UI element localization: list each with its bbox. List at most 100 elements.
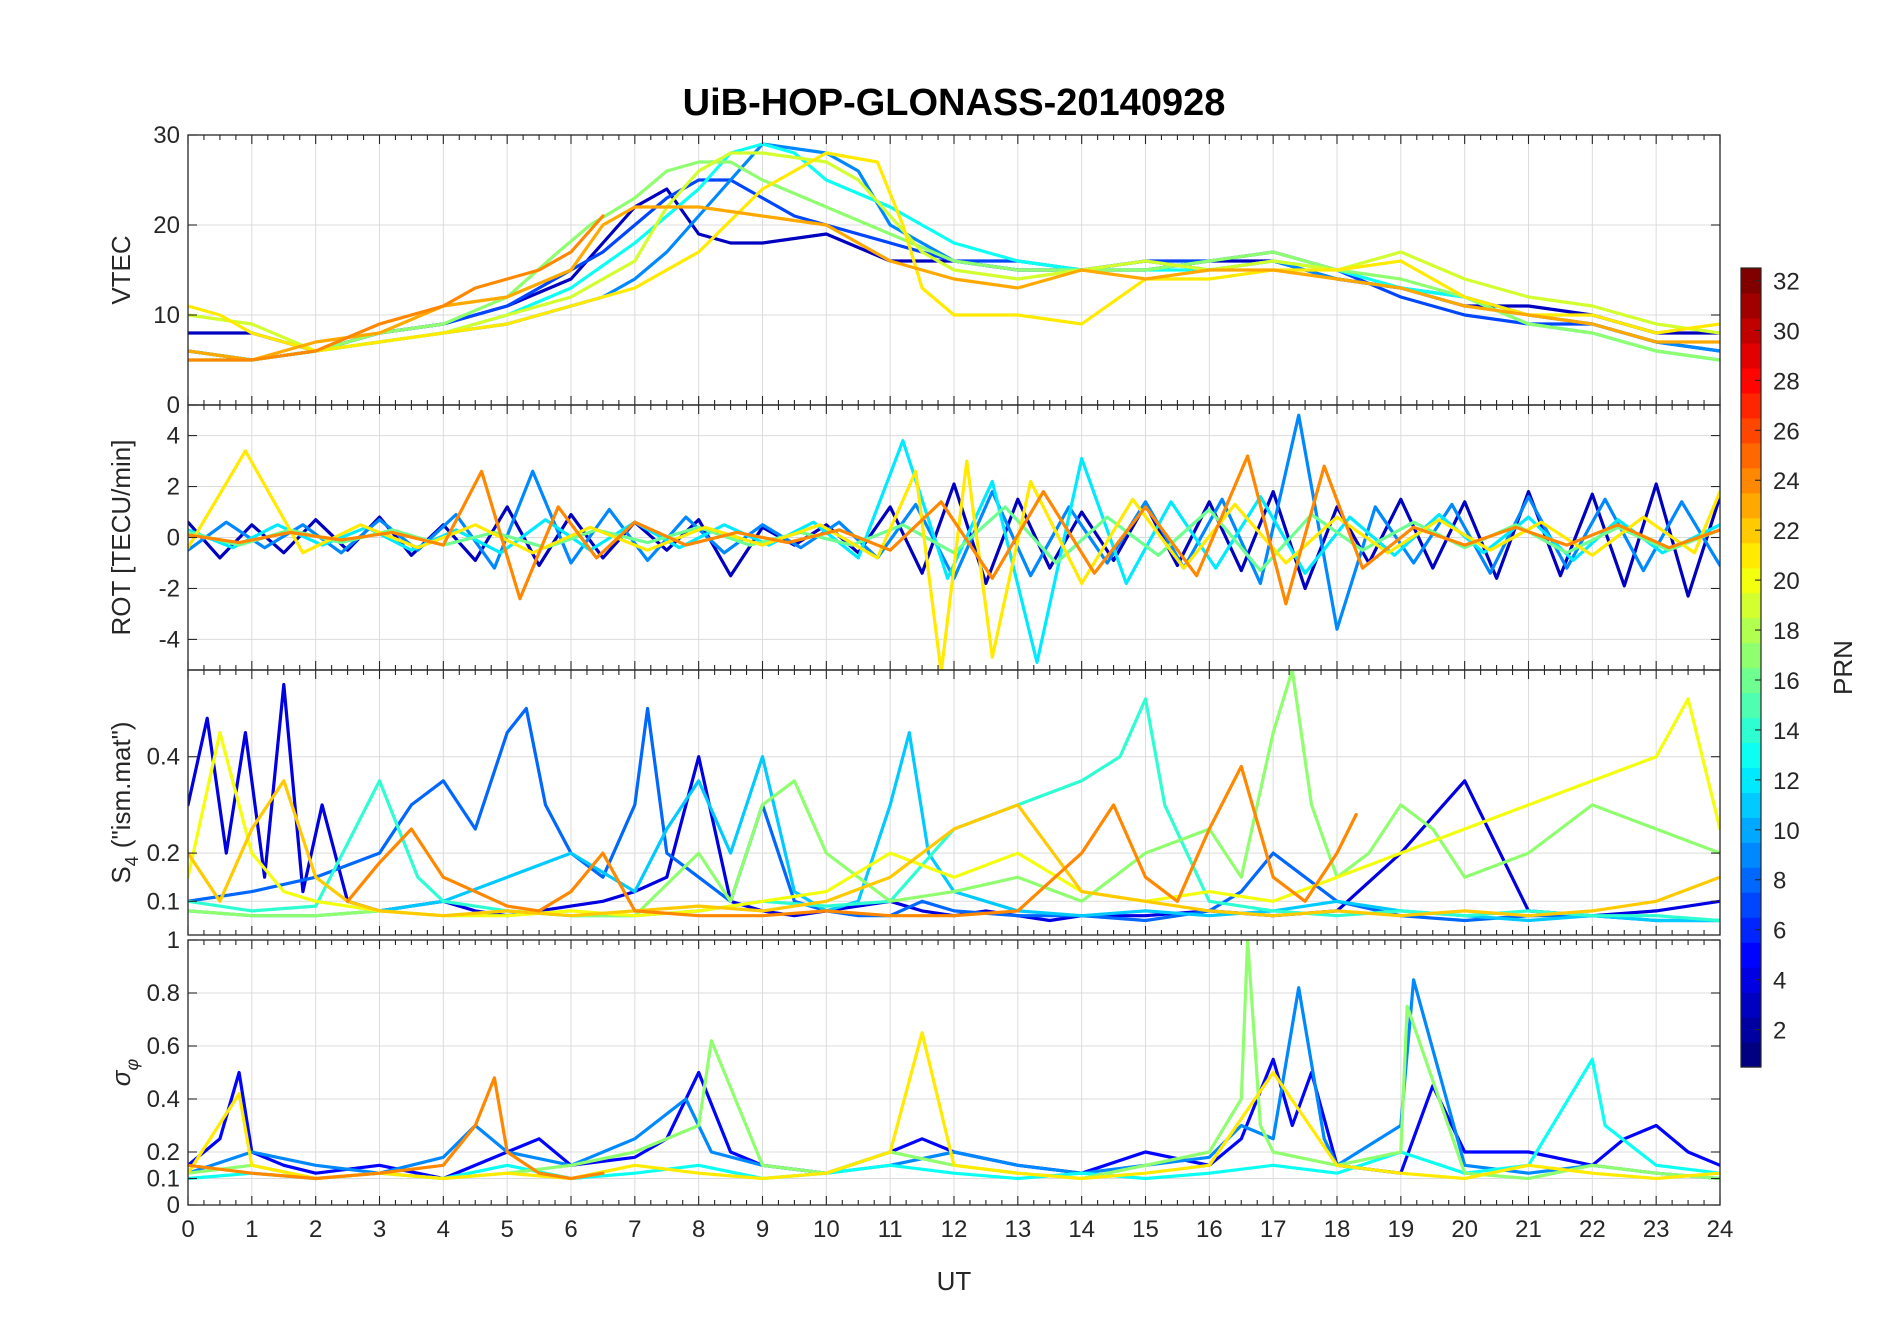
y-axis-label: ROT [TECU/min] xyxy=(106,440,136,636)
y-tick-label: 0 xyxy=(167,392,180,419)
y-tick-label: 0.8 xyxy=(147,980,180,1007)
x-tick-label: 15 xyxy=(1132,1216,1159,1243)
colorbar-swatch-17 xyxy=(1741,642,1761,669)
y-tick-label: 4 xyxy=(167,423,180,450)
colorbar-tick-label: 16 xyxy=(1773,668,1800,695)
colorbar-tick-label: 26 xyxy=(1773,418,1800,445)
y-tick-label: -2 xyxy=(159,575,180,602)
series-group xyxy=(188,413,1720,670)
chart-title: UiB-HOP-GLONASS-20140928 xyxy=(683,82,1226,124)
colorbar-swatch-5 xyxy=(1741,942,1761,968)
x-tick-label: 13 xyxy=(1004,1216,1031,1243)
colorbar-swatch-28 xyxy=(1741,367,1761,394)
x-axis-label: UT xyxy=(937,1266,972,1296)
colorbar-swatch-11 xyxy=(1741,792,1761,818)
colorbar-frame xyxy=(1740,267,1762,1068)
colorbar-tick-label: 14 xyxy=(1773,718,1800,745)
x-tick-label: 22 xyxy=(1579,1216,1606,1243)
series-line-prn-24 xyxy=(188,214,605,362)
colorbar-swatch-3 xyxy=(1741,992,1761,1018)
colorbar-swatch-13 xyxy=(1741,742,1761,768)
colorbar-tick-label: 12 xyxy=(1773,768,1800,795)
x-tick-label: 23 xyxy=(1643,1216,1670,1243)
series-line-prn-23 xyxy=(188,205,1720,362)
colorbar-swatch-15 xyxy=(1741,692,1761,719)
x-tick-label: 9 xyxy=(756,1216,769,1243)
series-line-prn-22 xyxy=(188,779,1720,918)
y-axis-label: VTEC xyxy=(106,235,136,304)
colorbar-swatch-29 xyxy=(1741,342,1761,369)
colorbar-swatch-2 xyxy=(1741,1017,1761,1043)
colorbar-tick-label: 2 xyxy=(1773,1018,1786,1045)
x-tick-label: 18 xyxy=(1324,1216,1351,1243)
colorbar-swatch-22 xyxy=(1741,517,1761,544)
y-tick-label: 0.4 xyxy=(147,1086,180,1113)
x-tick-label: 12 xyxy=(941,1216,968,1243)
x-tick-label: 5 xyxy=(500,1216,513,1243)
y-tick-label: 0.1 xyxy=(147,888,180,915)
series-line-prn-17 xyxy=(188,160,1720,362)
colorbar-tick-label: 28 xyxy=(1773,368,1800,395)
series-line-prn-19 xyxy=(188,151,1720,353)
y-axis-label-rest: ("ism.mat") xyxy=(106,721,136,848)
y-tick-label: 0 xyxy=(167,525,180,552)
colorbar-tick-label: 32 xyxy=(1773,268,1800,295)
colorbar-swatch-32 xyxy=(1741,268,1761,294)
colorbar-swatch-30 xyxy=(1741,317,1761,344)
colorbar-swatch-12 xyxy=(1741,767,1761,793)
colorbar-tick-label: 4 xyxy=(1773,968,1786,995)
y-tick-label: 0.2 xyxy=(147,1139,180,1166)
y-tick-label: 0.4 xyxy=(147,744,180,771)
colorbar-swatch-21 xyxy=(1741,542,1761,569)
colorbar-label: PRN xyxy=(1828,640,1858,695)
gridlines xyxy=(187,670,1721,935)
colorbar-tick-label: 18 xyxy=(1773,618,1800,645)
colorbar-swatch-4 xyxy=(1741,967,1761,993)
series-line-prn-21 xyxy=(188,1031,1720,1181)
colorbar-swatch-9 xyxy=(1741,842,1761,868)
colorbar-swatch-1 xyxy=(1741,1042,1761,1068)
series-group xyxy=(188,142,1720,362)
colorbar-swatch-27 xyxy=(1741,392,1761,419)
series-group xyxy=(188,940,1720,1181)
y-tick-label: 10 xyxy=(153,302,180,329)
colorbar-tick-label: 8 xyxy=(1773,868,1786,895)
y-tick-label: 20 xyxy=(153,212,180,239)
colorbar-tick-label: 6 xyxy=(1773,918,1786,945)
colorbar-swatch-31 xyxy=(1741,292,1761,319)
colorbar-swatch-26 xyxy=(1741,417,1761,444)
x-tick-label: 20 xyxy=(1451,1216,1478,1243)
y-axis-label-main: σ xyxy=(106,1069,136,1086)
colorbar-swatch-19 xyxy=(1741,592,1761,619)
x-tick-label: 14 xyxy=(1068,1216,1095,1243)
y-axis-label: σφ xyxy=(106,1059,142,1087)
y-tick-label: 0.1 xyxy=(147,1166,180,1193)
colorbar-swatch-24 xyxy=(1741,467,1761,494)
y-tick-label: 30 xyxy=(153,122,180,149)
colorbar-tick-label: 30 xyxy=(1773,318,1800,345)
colorbar-tick-label: 22 xyxy=(1773,518,1800,545)
panel-rot: -4 -2 0 2 4 ROT [TECU/min] xyxy=(106,404,1721,671)
x-tick-label: 2 xyxy=(309,1216,322,1243)
series-line-prn-24 xyxy=(188,454,1720,606)
y-tick-label: 0.6 xyxy=(147,1033,180,1060)
colorbar-swatch-25 xyxy=(1741,442,1761,469)
x-tick-label: 10 xyxy=(813,1216,840,1243)
colorbar-tick-label: 24 xyxy=(1773,468,1800,495)
colorbar-tick-label: 20 xyxy=(1773,568,1800,595)
y-axis-label-sub: 4 xyxy=(122,856,142,866)
colorbar-swatch-14 xyxy=(1741,717,1761,744)
colorbar-swatch-16 xyxy=(1741,667,1761,694)
colorbar-swatch-7 xyxy=(1741,892,1761,918)
y-axis-label-main: S xyxy=(106,866,136,883)
x-tick-label: 0 xyxy=(181,1216,194,1243)
x-tick-label: 17 xyxy=(1260,1216,1287,1243)
y-tick-label: 0.2 xyxy=(147,840,180,867)
series-line-prn-24 xyxy=(346,764,1358,918)
series-line-prn-21 xyxy=(188,151,1720,353)
x-tick-label: 19 xyxy=(1387,1216,1414,1243)
x-tick-label: 16 xyxy=(1196,1216,1223,1243)
colorbar-swatch-10 xyxy=(1741,817,1761,843)
